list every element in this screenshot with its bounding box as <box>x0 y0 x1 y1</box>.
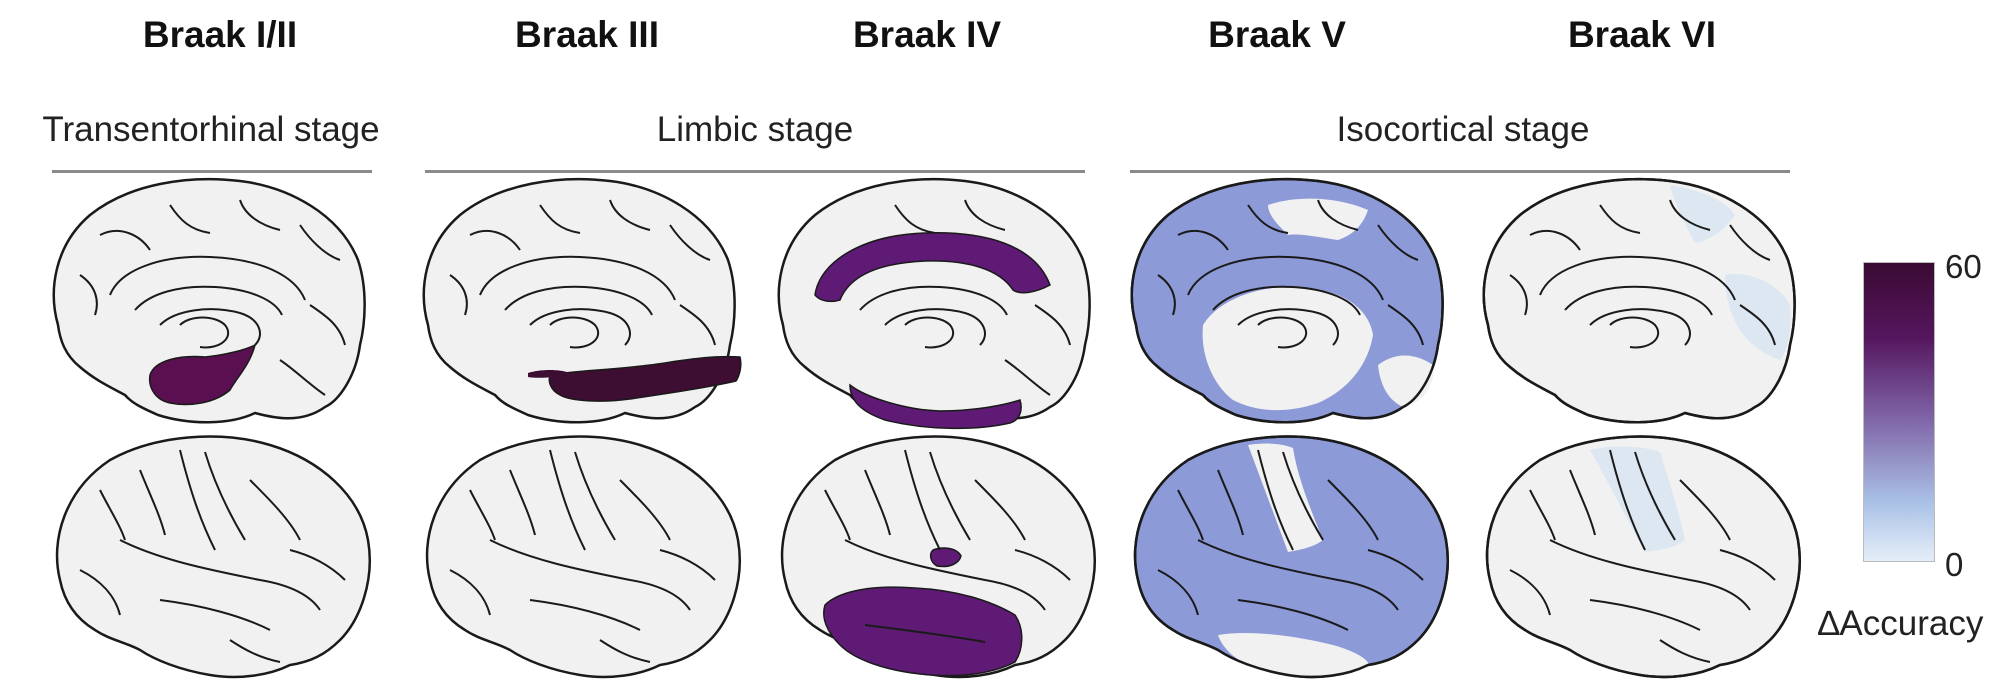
stage-title-braak-vi: Braak VI <box>1567 14 1717 55</box>
region-temporal-iv-small <box>929 547 962 568</box>
colorbar <box>1863 262 1935 562</box>
region-unaffected-central <box>1268 198 1368 240</box>
group-rule-transentorhinal <box>52 170 372 173</box>
region-hippocampus <box>528 370 570 378</box>
region-entorhinal <box>148 343 257 406</box>
region-parahippocampal <box>548 355 742 402</box>
brain-medial-braak-i-ii <box>52 177 366 424</box>
colorbar-min-label: 0 <box>1945 546 1964 583</box>
region-temporal-iv <box>823 586 1023 677</box>
group-rule-limbic <box>425 170 1085 173</box>
brain-medial-braak-iii <box>422 177 742 424</box>
region-unaffected-central-strip <box>1248 443 1323 552</box>
region-precentral <box>1670 185 1735 243</box>
region-pre-postcentral-vi <box>1590 446 1685 552</box>
stage-title-braak-v: Braak V <box>1208 14 1346 55</box>
stage-title-braak-i-ii: Braak I/II <box>142 14 298 55</box>
brain-medial-braak-iv <box>777 177 1091 430</box>
brain-medial-braak-v <box>1130 177 1444 424</box>
region-unaffected-inner <box>1202 286 1373 411</box>
brain-lateral-braak-i-ii <box>55 435 371 679</box>
stage-title-braak-iii: Braak III <box>515 14 659 55</box>
brain-lateral-braak-iv <box>780 435 1096 679</box>
region-unaffected-temporal <box>1218 633 1369 676</box>
brain-lateral-braak-iii <box>425 435 741 679</box>
region-parahippocampal-iv <box>849 383 1022 430</box>
group-label-limbic: Limbic stage <box>656 110 854 149</box>
region-cingulate <box>814 232 1051 303</box>
colorbar-max-label: 60 <box>1945 248 1982 285</box>
brain-lateral-braak-v <box>1133 435 1449 679</box>
brain-lateral-braak-vi <box>1485 435 1801 679</box>
group-label-isocortical: Isocortical stage <box>1336 110 1590 149</box>
group-rule-isocortical <box>1130 170 1790 173</box>
stage-title-braak-iv: Braak IV <box>852 14 1002 55</box>
colorbar-label: ∆Accuracy <box>1818 604 1984 643</box>
group-label-transentorhinal: Transentorhinal stage <box>42 110 380 149</box>
brain-medial-braak-vi <box>1482 177 1796 424</box>
